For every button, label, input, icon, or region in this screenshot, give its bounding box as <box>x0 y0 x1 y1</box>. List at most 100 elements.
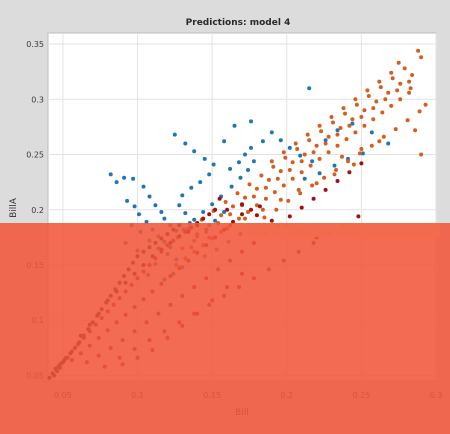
scatter-point <box>125 198 130 203</box>
scatter-point <box>283 155 288 160</box>
scatter-point <box>257 204 262 209</box>
scatter-point <box>366 94 371 98</box>
scatter-point <box>144 219 149 224</box>
scatter-point <box>147 194 152 199</box>
scatter-point <box>281 150 286 155</box>
scatter-point <box>228 212 233 217</box>
scatter-point <box>229 184 234 189</box>
scatter-point <box>240 212 244 217</box>
scatter-point <box>329 115 334 119</box>
scatter-point <box>249 119 253 124</box>
scatter-point <box>423 102 428 107</box>
scatter-point <box>272 190 277 195</box>
scatter-point <box>201 210 206 214</box>
scatter-point <box>386 141 391 146</box>
scatter-point <box>341 106 346 111</box>
scatter-point <box>344 137 349 142</box>
scatter-point <box>417 109 422 114</box>
scatter-point <box>350 121 355 126</box>
y-tick-label: 0.25 <box>26 151 44 160</box>
scatter-point <box>192 217 197 222</box>
overlay-strip <box>248 223 440 237</box>
scatter-point <box>359 147 364 151</box>
scatter-point <box>251 159 256 164</box>
scatter-point <box>278 169 283 174</box>
scatter-point <box>347 170 352 175</box>
scatter-point <box>232 123 237 128</box>
scatter-point <box>122 175 127 180</box>
scatter-point <box>390 76 395 81</box>
scatter-point <box>323 141 328 146</box>
scatter-point <box>278 197 283 202</box>
scatter-point <box>222 210 227 214</box>
scatter-point <box>202 156 207 161</box>
scatter-point <box>338 126 343 130</box>
scatter-point <box>389 103 394 108</box>
scatter-point <box>377 79 382 84</box>
scatter-point <box>183 211 188 216</box>
scatter-point <box>302 152 307 157</box>
scatter-point <box>405 118 410 123</box>
scatter-point <box>246 210 250 214</box>
scatter-point <box>335 179 340 183</box>
scatter-point <box>278 138 283 143</box>
scatter-point <box>189 185 194 190</box>
scatter-point <box>298 153 303 158</box>
scatter-point <box>310 159 315 164</box>
scatter-point <box>177 203 182 208</box>
scatter-point <box>371 106 376 111</box>
scatter-point <box>153 203 158 208</box>
scatter-point <box>419 55 424 60</box>
scatter-point <box>298 191 303 196</box>
scatter-point <box>407 90 412 95</box>
scatter-point <box>334 168 338 172</box>
scatter-point <box>223 200 228 204</box>
scatter-point <box>302 176 307 181</box>
scatter-point <box>183 141 188 146</box>
y-tick-label: 0.35 <box>26 40 44 49</box>
y-tick-label: 0.2 <box>31 206 44 215</box>
scatter-point <box>243 216 247 221</box>
scatter-point <box>207 172 212 177</box>
scatter-point <box>419 152 424 157</box>
scatter-point <box>213 207 218 212</box>
scatter-point <box>314 143 319 148</box>
scatter-point <box>247 182 252 187</box>
scatter-point <box>374 99 379 104</box>
scatter-point <box>332 172 337 177</box>
scatter-point <box>335 143 340 148</box>
scatter-point <box>141 184 146 189</box>
scatter-point <box>192 149 197 154</box>
scatter-point <box>326 150 331 155</box>
scatter-point <box>332 163 337 168</box>
scatter-point <box>254 186 259 191</box>
scatter-point <box>402 66 407 71</box>
scatter-point <box>246 168 250 172</box>
scatter-point <box>395 88 400 93</box>
scatter-point <box>132 204 137 209</box>
y-axis-label: BillA <box>9 197 19 218</box>
scatter-point <box>225 207 230 212</box>
scatter-point <box>353 130 358 135</box>
scatter-point <box>286 198 291 203</box>
scatter-point <box>307 138 312 143</box>
scatter-point <box>249 207 253 212</box>
scatter-point <box>254 203 259 208</box>
scatter-point <box>299 170 304 175</box>
scatter-point <box>263 185 268 190</box>
scatter-point <box>243 152 247 157</box>
scatter-point <box>263 196 268 201</box>
chart-title: Predictions: model 4 <box>186 18 291 28</box>
scatter-point <box>290 176 295 181</box>
scatter-point <box>378 85 383 90</box>
scatter-point <box>251 194 256 199</box>
scatter-point <box>269 159 274 164</box>
scatter-point <box>353 97 358 102</box>
scatter-point <box>408 86 413 91</box>
scatter-point <box>407 79 412 84</box>
scatter-point <box>326 134 331 139</box>
scatter-point <box>295 147 300 151</box>
scatter-point <box>290 160 295 165</box>
scatter-point <box>359 115 364 119</box>
